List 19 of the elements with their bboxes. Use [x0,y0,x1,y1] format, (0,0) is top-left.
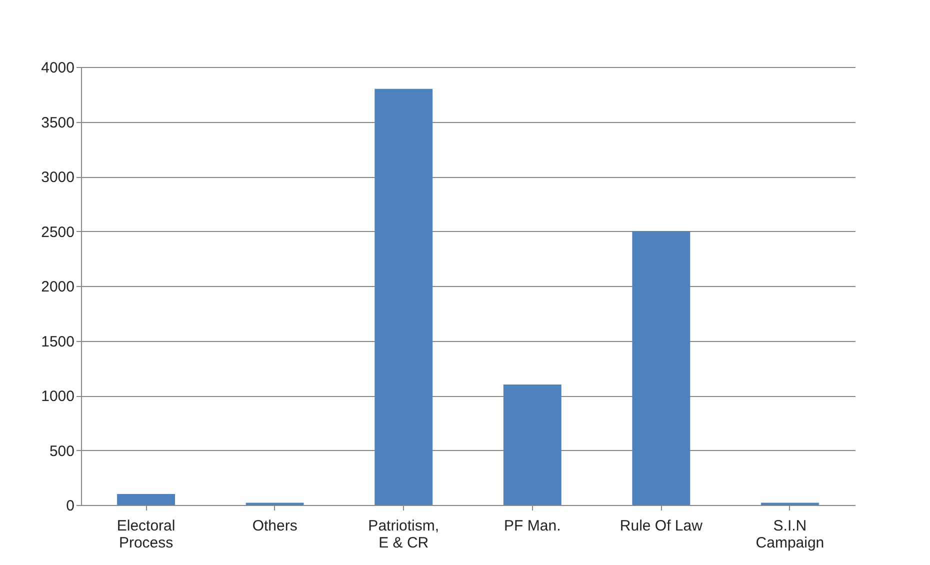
y-tick-label: 4000 [41,60,74,76]
y-tick-label: 2500 [41,224,74,241]
y-tick-label: 1500 [41,333,74,350]
bar [374,88,433,505]
y-tick-label: 3000 [41,169,74,186]
y-tick-label: 2000 [41,278,74,296]
bar [632,231,690,505]
x-tick-label: PF Man. [504,518,561,534]
y-tick-label: 3500 [41,114,74,132]
bar [503,384,562,505]
x-tick-label: Rule Of Law [620,518,703,534]
x-tick-label: Electoral Process [116,518,176,552]
y-tick-label: 1000 [41,388,74,405]
y-tick-label: 0 [66,498,74,514]
x-tick-label: Patriotism, E & CR [368,518,440,552]
bar [117,494,176,505]
x-tick-label: S.I.N Campaign [756,518,824,552]
x-tick-label: Others [252,518,298,534]
y-tick-label: 500 [49,442,74,460]
